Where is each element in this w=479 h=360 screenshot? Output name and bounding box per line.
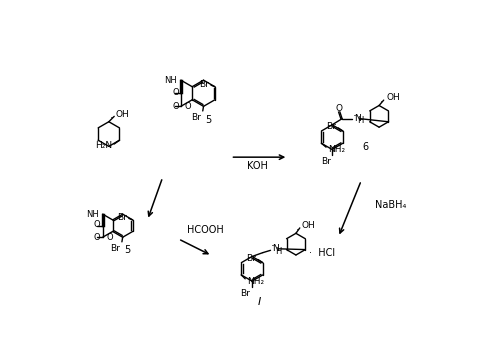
- Text: H: H: [275, 247, 282, 256]
- Text: I: I: [258, 297, 262, 306]
- Text: Br: Br: [321, 157, 331, 166]
- Text: Br: Br: [199, 80, 209, 89]
- Text: Br: Br: [111, 244, 120, 253]
- Text: ·: ·: [353, 110, 356, 123]
- Text: NH: NH: [86, 210, 99, 219]
- Text: HCOOH: HCOOH: [187, 225, 223, 235]
- Text: O: O: [185, 102, 191, 111]
- Text: O: O: [336, 104, 342, 113]
- Text: Br: Br: [191, 113, 201, 122]
- Text: ·  HCl: · HCl: [308, 248, 335, 258]
- Text: ·: ·: [271, 240, 275, 253]
- Text: N: N: [354, 114, 360, 123]
- Text: O: O: [172, 102, 179, 111]
- Text: O: O: [94, 220, 101, 229]
- Text: OH: OH: [301, 221, 315, 230]
- Text: O: O: [106, 233, 113, 242]
- Text: Br: Br: [117, 213, 126, 222]
- Text: NH: NH: [164, 76, 177, 85]
- Text: 5: 5: [205, 115, 212, 125]
- Text: NH₂: NH₂: [248, 276, 265, 285]
- Text: H: H: [357, 117, 363, 126]
- Text: N: N: [272, 244, 279, 253]
- Text: ·: ·: [114, 136, 118, 149]
- Text: ·: ·: [110, 112, 114, 125]
- Text: 6: 6: [362, 142, 368, 152]
- Text: NaBH₄: NaBH₄: [375, 200, 407, 210]
- Text: Br: Br: [240, 289, 251, 298]
- Text: Br: Br: [246, 253, 256, 262]
- Text: ·: ·: [296, 224, 299, 237]
- Text: ·: ·: [379, 96, 383, 109]
- Text: Br: Br: [326, 122, 336, 131]
- Text: OH: OH: [386, 93, 400, 102]
- Text: NH₂: NH₂: [329, 145, 345, 154]
- Text: KOH: KOH: [247, 161, 268, 171]
- Text: O: O: [172, 88, 179, 97]
- Text: H₂N: H₂N: [95, 141, 113, 150]
- Text: OH: OH: [116, 110, 129, 119]
- Text: 5: 5: [124, 245, 130, 255]
- Text: O: O: [94, 233, 101, 242]
